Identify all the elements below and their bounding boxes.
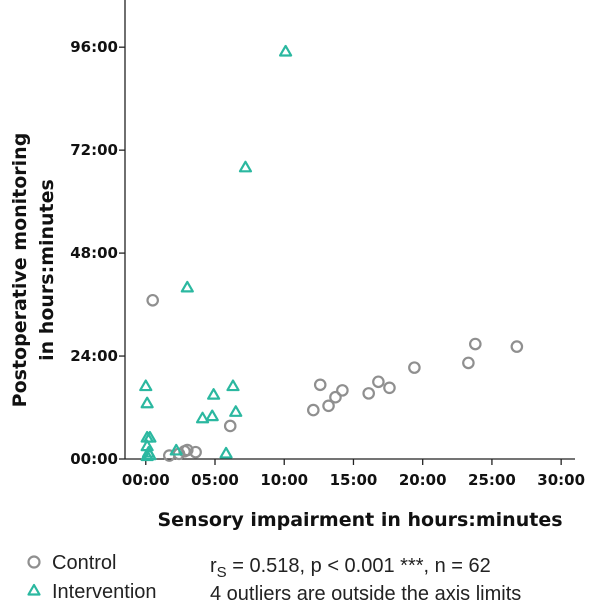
y-axis-title-line-1: Postoperative monitoring xyxy=(9,133,31,408)
legend-intervention-marker xyxy=(27,583,41,596)
point-intervention xyxy=(238,160,253,173)
x-tick-label: 10:00 xyxy=(260,471,308,489)
legend: Control Intervention xyxy=(27,552,157,603)
point-control xyxy=(510,340,524,353)
point-intervention xyxy=(169,443,183,456)
point-control xyxy=(469,337,482,351)
point-intervention xyxy=(195,411,210,424)
x-tick-label: 15:00 xyxy=(330,471,378,489)
legend-intervention-label: Intervention xyxy=(52,581,157,603)
stats-line-2: 4 outliers are outside the axis limits xyxy=(210,583,521,604)
point-control xyxy=(462,356,475,370)
point-control xyxy=(146,293,159,307)
y-tick-label: 72:00 xyxy=(70,141,118,159)
point-intervention xyxy=(139,379,153,392)
point-intervention xyxy=(140,396,154,409)
point-intervention xyxy=(279,44,293,57)
point-intervention xyxy=(205,409,219,422)
point-intervention xyxy=(219,446,233,459)
y-axis-title-line-2: in hours:minutes xyxy=(36,179,58,361)
y-tick-label: 24:00 xyxy=(70,347,118,365)
stats-values: = 0.518, p < 0.001 ***, n = 62 xyxy=(227,555,491,577)
x-tick-label: 30:00 xyxy=(537,471,585,489)
x-tick-label: 25:00 xyxy=(468,471,516,489)
y-tick-label: 00:00 xyxy=(70,450,118,468)
point-control xyxy=(189,445,202,459)
point-control xyxy=(313,378,327,392)
point-control xyxy=(408,361,421,374)
point-control xyxy=(329,390,342,404)
stats-r-symbol: r xyxy=(210,555,217,577)
point-control xyxy=(383,381,396,395)
x-tick-label: 00:00 xyxy=(122,471,170,489)
legend-control-label: Control xyxy=(52,552,116,574)
y-tick-label: 48:00 xyxy=(70,244,118,262)
point-intervention xyxy=(180,280,194,293)
point-intervention xyxy=(229,405,243,417)
x-axis-title: Sensory impairment in hours:minutes xyxy=(157,509,562,531)
point-control xyxy=(322,399,335,413)
stats-line-1: rS = 0.518, p < 0.001 ***, n = 62 xyxy=(210,555,491,581)
point-intervention xyxy=(226,379,240,392)
point-intervention xyxy=(143,430,157,443)
point-control xyxy=(336,384,349,397)
y-tick-label: 96:00 xyxy=(70,38,118,56)
point-control xyxy=(372,375,385,389)
y-tick-group: 00:00 24:00 48:00 72:00 96:00 xyxy=(70,38,125,468)
point-intervention xyxy=(207,388,221,400)
point-control xyxy=(181,443,194,457)
x-tick-label: 05:00 xyxy=(191,471,239,489)
data-points xyxy=(139,44,524,462)
stats-r-subscript: S xyxy=(217,564,227,581)
legend-control-marker xyxy=(27,555,41,569)
point-control xyxy=(223,419,237,433)
point-control xyxy=(307,403,320,417)
x-tick-group: 00:00 05:00 10:00 15:00 20:00 25:00 30:00 xyxy=(122,459,585,489)
x-tick-label: 20:00 xyxy=(399,471,447,489)
point-intervention xyxy=(143,448,157,461)
point-control xyxy=(362,387,375,400)
